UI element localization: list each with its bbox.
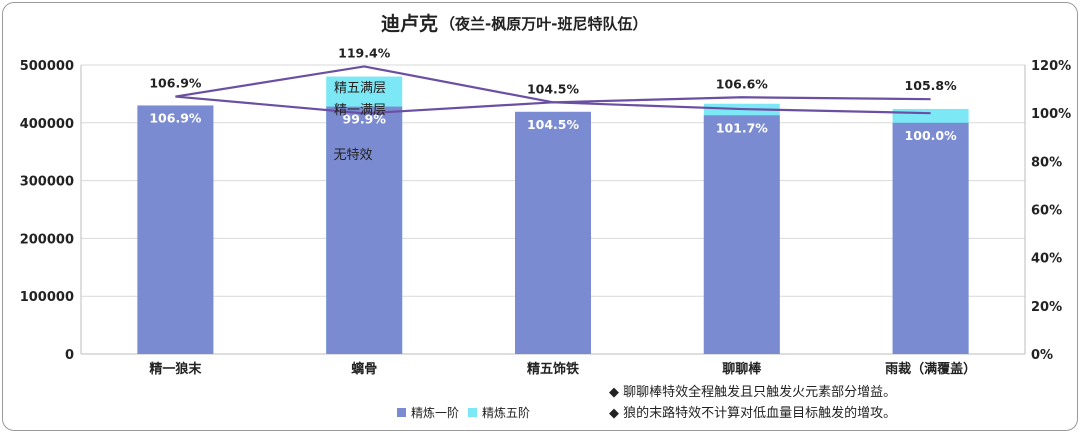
category-label: 精一狼末 [149, 361, 202, 377]
note-2: ◆ 狼的末路特效不计算对低血量目标触发的增攻。 [609, 405, 896, 421]
annotation-no-effect: 无特效 [333, 148, 372, 163]
bar-refine1 [326, 106, 403, 354]
data-label-refine1: 104.5% [527, 117, 580, 132]
data-label-refine1: 101.7% [716, 120, 769, 135]
chart-title: 迪卢克 [381, 12, 438, 35]
note-1: ◆ 聊聊棒特效全程触发且只触发火元素部分增益。 [609, 384, 896, 400]
legend-label-refine1: 精炼一阶 [411, 405, 459, 420]
data-label-refine5: 105.8% [905, 78, 958, 93]
data-label-refine5: 104.5% [527, 81, 580, 96]
y-tick-label: 300000 [20, 175, 74, 190]
category-labels: 精一狼末 螭骨 精五饰铁 聊聊棒 雨裁（满覆盖） [149, 361, 976, 377]
data-label-refine5: 106.9% [149, 76, 202, 91]
bar-refine1 [703, 115, 780, 354]
data-label-refine1: 100.0% [905, 128, 958, 143]
y-tick-label: 100000 [20, 290, 74, 305]
legend-swatch-refine5 [468, 408, 477, 417]
right-tick-label: 120% [1031, 59, 1071, 74]
category-label: 精五饰铁 [527, 361, 579, 377]
data-labels: 106.9% 119.4% 104.5% 106.6% 105.8% 106.9% 99.9… [149, 45, 957, 142]
percent-lines [175, 65, 931, 115]
data-label-refine5: 119.4% [338, 45, 391, 60]
category-label: 雨裁（满覆盖） [885, 361, 976, 377]
data-label-refine1: 106.9% [149, 110, 202, 125]
category-label: 螭骨 [351, 361, 377, 377]
right-tick-label: 20% [1031, 300, 1062, 315]
right-tick-label: 40% [1031, 252, 1062, 267]
annotation-refine5-full: 精五满层 [334, 81, 386, 96]
line-refine1-percent [175, 95, 931, 115]
y-tick-label: 500000 [20, 59, 74, 74]
bars-refine1 [137, 105, 969, 355]
chart-subtitle: （夜兰-枫原万叶-班尼特队伍） [440, 15, 647, 33]
bar-refine1 [515, 111, 591, 355]
y-tick-label: 0 [65, 348, 74, 363]
bar-refine1 [137, 105, 214, 355]
annotation-refine1-full: 精一满层 [334, 103, 386, 118]
right-axis-ticks: 0% 20% 40% 60% 80% 100% 120% [1031, 59, 1071, 363]
legend-swatch-refine1 [397, 408, 406, 417]
category-label: 聊聊棒 [722, 361, 762, 377]
right-tick-label: 100% [1031, 107, 1071, 122]
right-tick-label: 60% [1031, 204, 1062, 219]
left-axis-ticks: 0 100000 200000 300000 400000 500000 [20, 59, 74, 363]
right-tick-label: 0% [1031, 348, 1053, 363]
data-label-refine5: 106.6% [716, 76, 769, 91]
chart: 迪卢克 （夜兰-枫原万叶-班尼特队伍） 0 100000 200000 300000 4… [20, 12, 1071, 421]
legend-label-refine5: 精炼五阶 [482, 405, 530, 420]
y-tick-label: 200000 [20, 232, 74, 247]
legend: 精炼一阶 精炼五阶 [397, 405, 530, 420]
y-tick-label: 400000 [20, 117, 74, 132]
right-tick-label: 80% [1031, 155, 1062, 170]
bar-refine1 [892, 122, 969, 354]
data-label-refine1: 99.9% [343, 112, 387, 127]
